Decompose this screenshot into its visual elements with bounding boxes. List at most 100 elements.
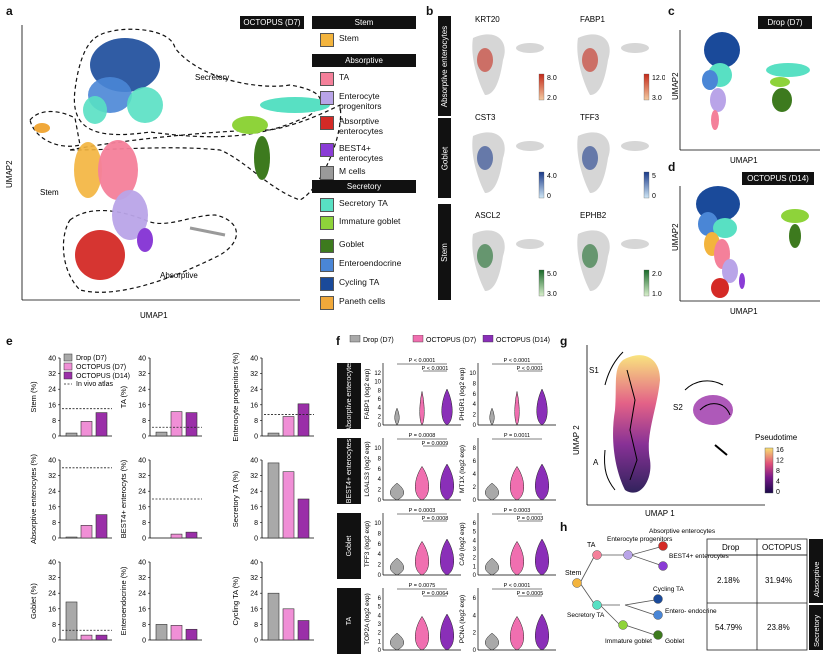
f-tick-label: 0 xyxy=(473,423,477,429)
f-row-label: BEST4+ enterocytes xyxy=(346,438,353,503)
f-tick-label: 6 xyxy=(378,596,382,602)
f-pvalue: P < 0.0001 xyxy=(422,366,449,372)
table-cell: 2.18% xyxy=(717,576,740,585)
e-ylabel: Stem (%) xyxy=(29,381,38,413)
legend-item: TA xyxy=(320,72,416,86)
legend-swatch xyxy=(320,91,334,105)
f-violin xyxy=(535,463,549,501)
e-tick-label: 16 xyxy=(48,606,56,613)
e-tick-label: 24 xyxy=(250,489,258,496)
e-bar xyxy=(65,536,78,539)
f-violin xyxy=(536,388,548,426)
f-tick-label: 4 xyxy=(378,613,382,619)
f-violin xyxy=(514,391,520,426)
pseudotime-tick: 12 xyxy=(776,458,784,465)
panel-letter-f: f xyxy=(336,334,340,348)
f-tick-label: 2 xyxy=(378,488,382,494)
f-violin xyxy=(415,465,429,501)
e-bar xyxy=(80,421,93,437)
f-row-label: Goblet xyxy=(346,536,353,557)
f-tick-label: 2 xyxy=(473,631,477,637)
panel-letter-c: c xyxy=(668,4,675,18)
e-bar xyxy=(185,628,198,641)
legend-item: Enteroendocrine xyxy=(320,258,416,272)
legend-label: Immature goblet xyxy=(339,216,401,226)
panel-b-feature-plots: KRT20 8.0 2.0 FABP1 12.0 3.0 CST3 4.0 0 TFF3 5 0 ASC… xyxy=(472,15,665,298)
f-tick-label: 0 xyxy=(378,648,382,654)
f-violin xyxy=(510,615,524,651)
panel-d-ylabel: UMAP2 xyxy=(671,223,680,251)
f-pvalue: P = 0.0009 xyxy=(422,441,449,447)
legend-label: Stem xyxy=(339,33,359,43)
f-row-label-box xyxy=(337,513,361,579)
table-header-octopus: OCTOPUS xyxy=(762,543,801,552)
umap-cells xyxy=(516,239,544,249)
e-tick-label: 32 xyxy=(138,575,146,582)
e-tick-label: 16 xyxy=(250,402,258,409)
e-bar xyxy=(155,624,168,641)
panel-a-absorptive-label: Absorptive xyxy=(160,271,198,280)
gene-title: TFF3 xyxy=(580,113,600,122)
f-tick-label: 6 xyxy=(473,459,477,465)
e-legend-swatch xyxy=(63,371,73,380)
f-ylabel: FABP1 (log2 exp) xyxy=(364,369,371,420)
legend-label: TA xyxy=(339,72,350,82)
e-tick-label: 24 xyxy=(48,387,56,394)
f-tick-label: 8 xyxy=(378,388,382,394)
pseudotime-tick: 0 xyxy=(776,489,780,496)
path-s2-label: S2 xyxy=(673,403,683,412)
f-tick-label: 6 xyxy=(473,521,477,527)
f-tick-label: 0 xyxy=(473,573,477,579)
panel-g-ylabel: UMAP 2 xyxy=(572,425,581,455)
e-tick-label: 40 xyxy=(138,560,146,567)
colorbar-min: 2.0 xyxy=(547,95,557,102)
table-header-drop: Drop xyxy=(722,543,740,552)
f-ylabel: CA9 (log2 exp) xyxy=(459,522,466,565)
panel-d-title: OCTOPUS (D14) xyxy=(742,172,814,185)
e-tick-label: 32 xyxy=(250,473,258,480)
legend-item: Paneth cells xyxy=(320,296,416,310)
e-tick-label: 24 xyxy=(138,489,146,496)
legend-swatch xyxy=(320,116,334,130)
legend-header-secretory: Secretory xyxy=(312,180,416,193)
pseudotime-colorbar xyxy=(764,447,774,494)
legend-header-absorptive: Absorptive xyxy=(312,54,416,67)
node-cycling-ta: Cycling TA xyxy=(653,586,684,593)
e-tick-label: 32 xyxy=(48,473,56,480)
e-bar xyxy=(297,620,310,641)
legend-label: Secretory TA xyxy=(339,198,388,208)
e-tick-label: 16 xyxy=(48,402,56,409)
f-tick-label: 2 xyxy=(473,556,477,562)
gene-title: FABP1 xyxy=(580,15,605,24)
f-tick-label: 4 xyxy=(473,613,477,619)
e-tick-label: 24 xyxy=(48,591,56,598)
table-cell: 31.94% xyxy=(765,576,792,585)
colorbar-max: 12.0 xyxy=(652,75,665,82)
e-legend-swatch xyxy=(63,353,73,362)
e-bar xyxy=(185,412,198,437)
legend-item: Secretory TA xyxy=(320,198,416,212)
colorbar-min: 3.0 xyxy=(652,95,662,102)
umap-cells xyxy=(516,43,544,53)
f-violin xyxy=(441,388,453,426)
f-tick-label: 3 xyxy=(378,622,382,628)
e-tick-label: 24 xyxy=(250,591,258,598)
f-tick-label: 2 xyxy=(378,414,382,420)
panel-letter-b: b xyxy=(426,4,434,18)
e-bar xyxy=(65,601,78,641)
f-tick-label: 6 xyxy=(378,467,382,473)
f-tick-label: 8 xyxy=(378,531,382,537)
panel-b-row-label: Stem xyxy=(438,204,451,300)
f-violin xyxy=(390,632,404,651)
expression-colorbar xyxy=(538,269,545,297)
f-row-label-box xyxy=(337,438,361,504)
e-legend-swatch xyxy=(63,362,73,371)
legend-item: Stem xyxy=(320,33,416,47)
e-tick-label: 32 xyxy=(138,371,146,378)
e-tick-label: 40 xyxy=(138,458,146,465)
e-bar xyxy=(95,634,108,641)
panel-c-title: Drop (D7) xyxy=(758,16,812,29)
f-violin xyxy=(485,632,499,651)
panel-letter-a: a xyxy=(6,4,13,18)
f-tick-label: 2 xyxy=(378,631,382,637)
